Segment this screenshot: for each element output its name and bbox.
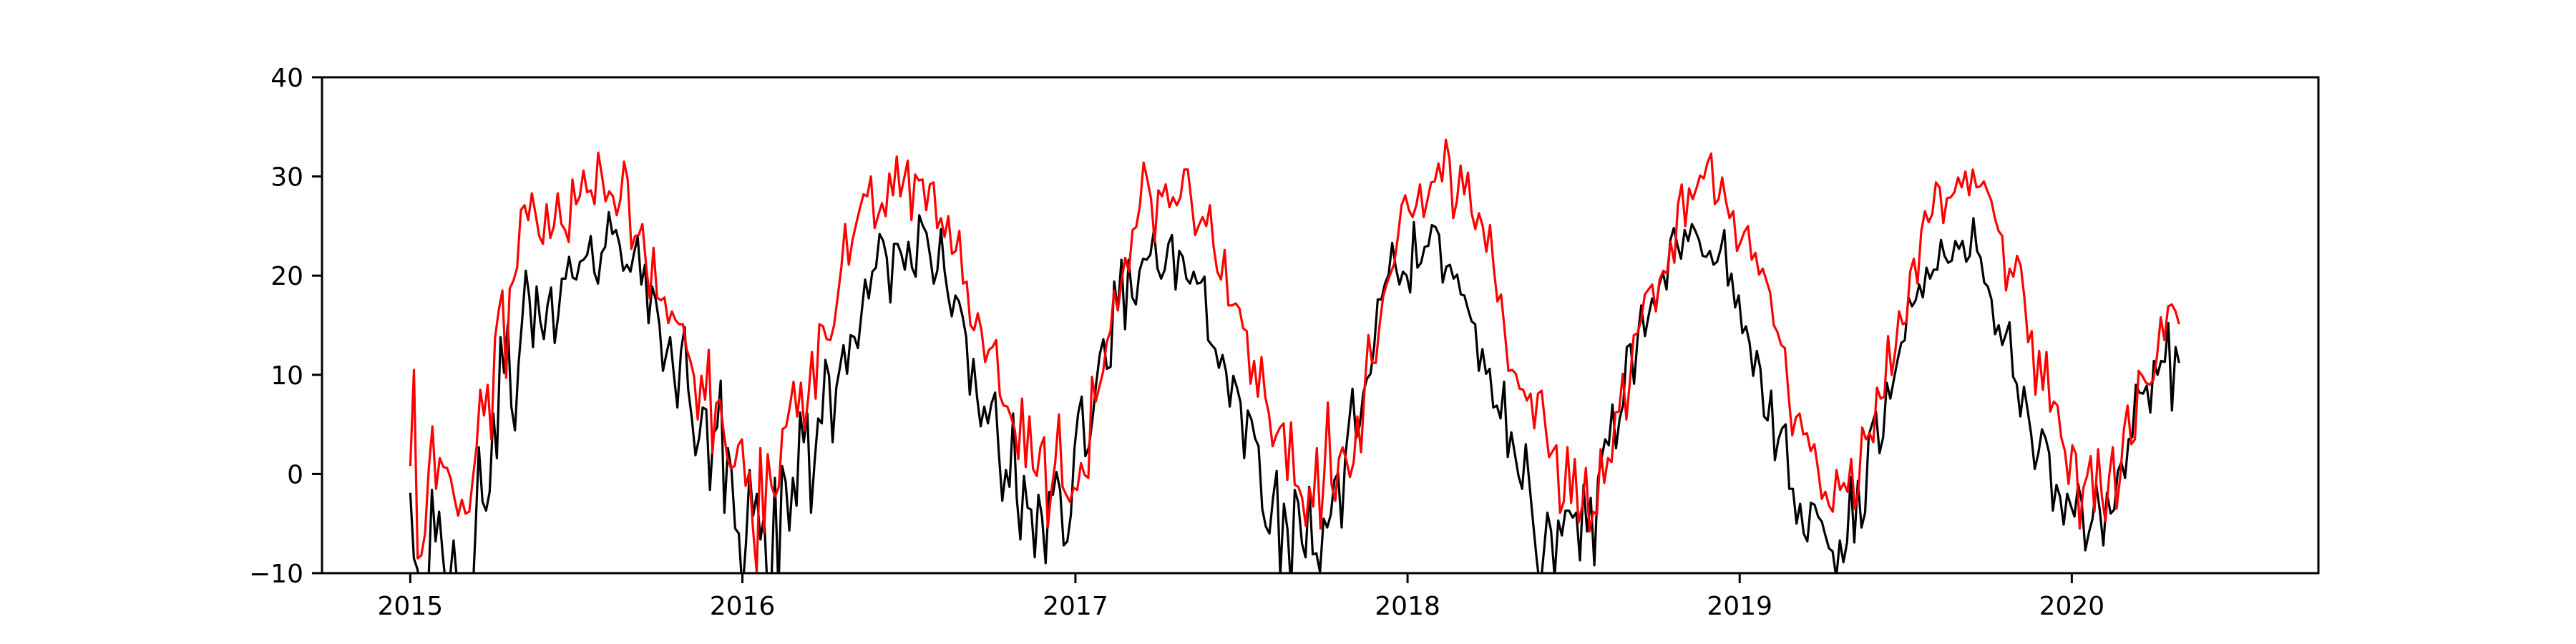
x-tick-label: 2018	[1375, 592, 1440, 621]
y-tick-label: 0	[287, 460, 303, 489]
y-tick-label: 40	[270, 64, 303, 93]
y-axis: −10 0 10 20 30 40	[249, 64, 322, 589]
x-tick-label: 2015	[378, 592, 444, 621]
x-axis: 2015 2016 2017 2018 2019 2020	[378, 573, 2105, 621]
axes-frame	[321, 76, 2320, 575]
y-tick-label: 10	[270, 361, 303, 391]
y-tick-label: 30	[270, 163, 303, 192]
series-line-2	[409, 138, 2180, 573]
x-tick-label: 2016	[710, 592, 776, 621]
y-tick-label: −10	[249, 560, 303, 589]
x-tick-label: 2020	[2039, 592, 2105, 621]
series-line-1	[409, 210, 2180, 573]
x-tick-label: 2019	[1707, 592, 1772, 621]
y-tick-label: 20	[270, 262, 303, 291]
series-layer	[409, 138, 2180, 573]
x-tick-label: 2017	[1043, 592, 1108, 621]
